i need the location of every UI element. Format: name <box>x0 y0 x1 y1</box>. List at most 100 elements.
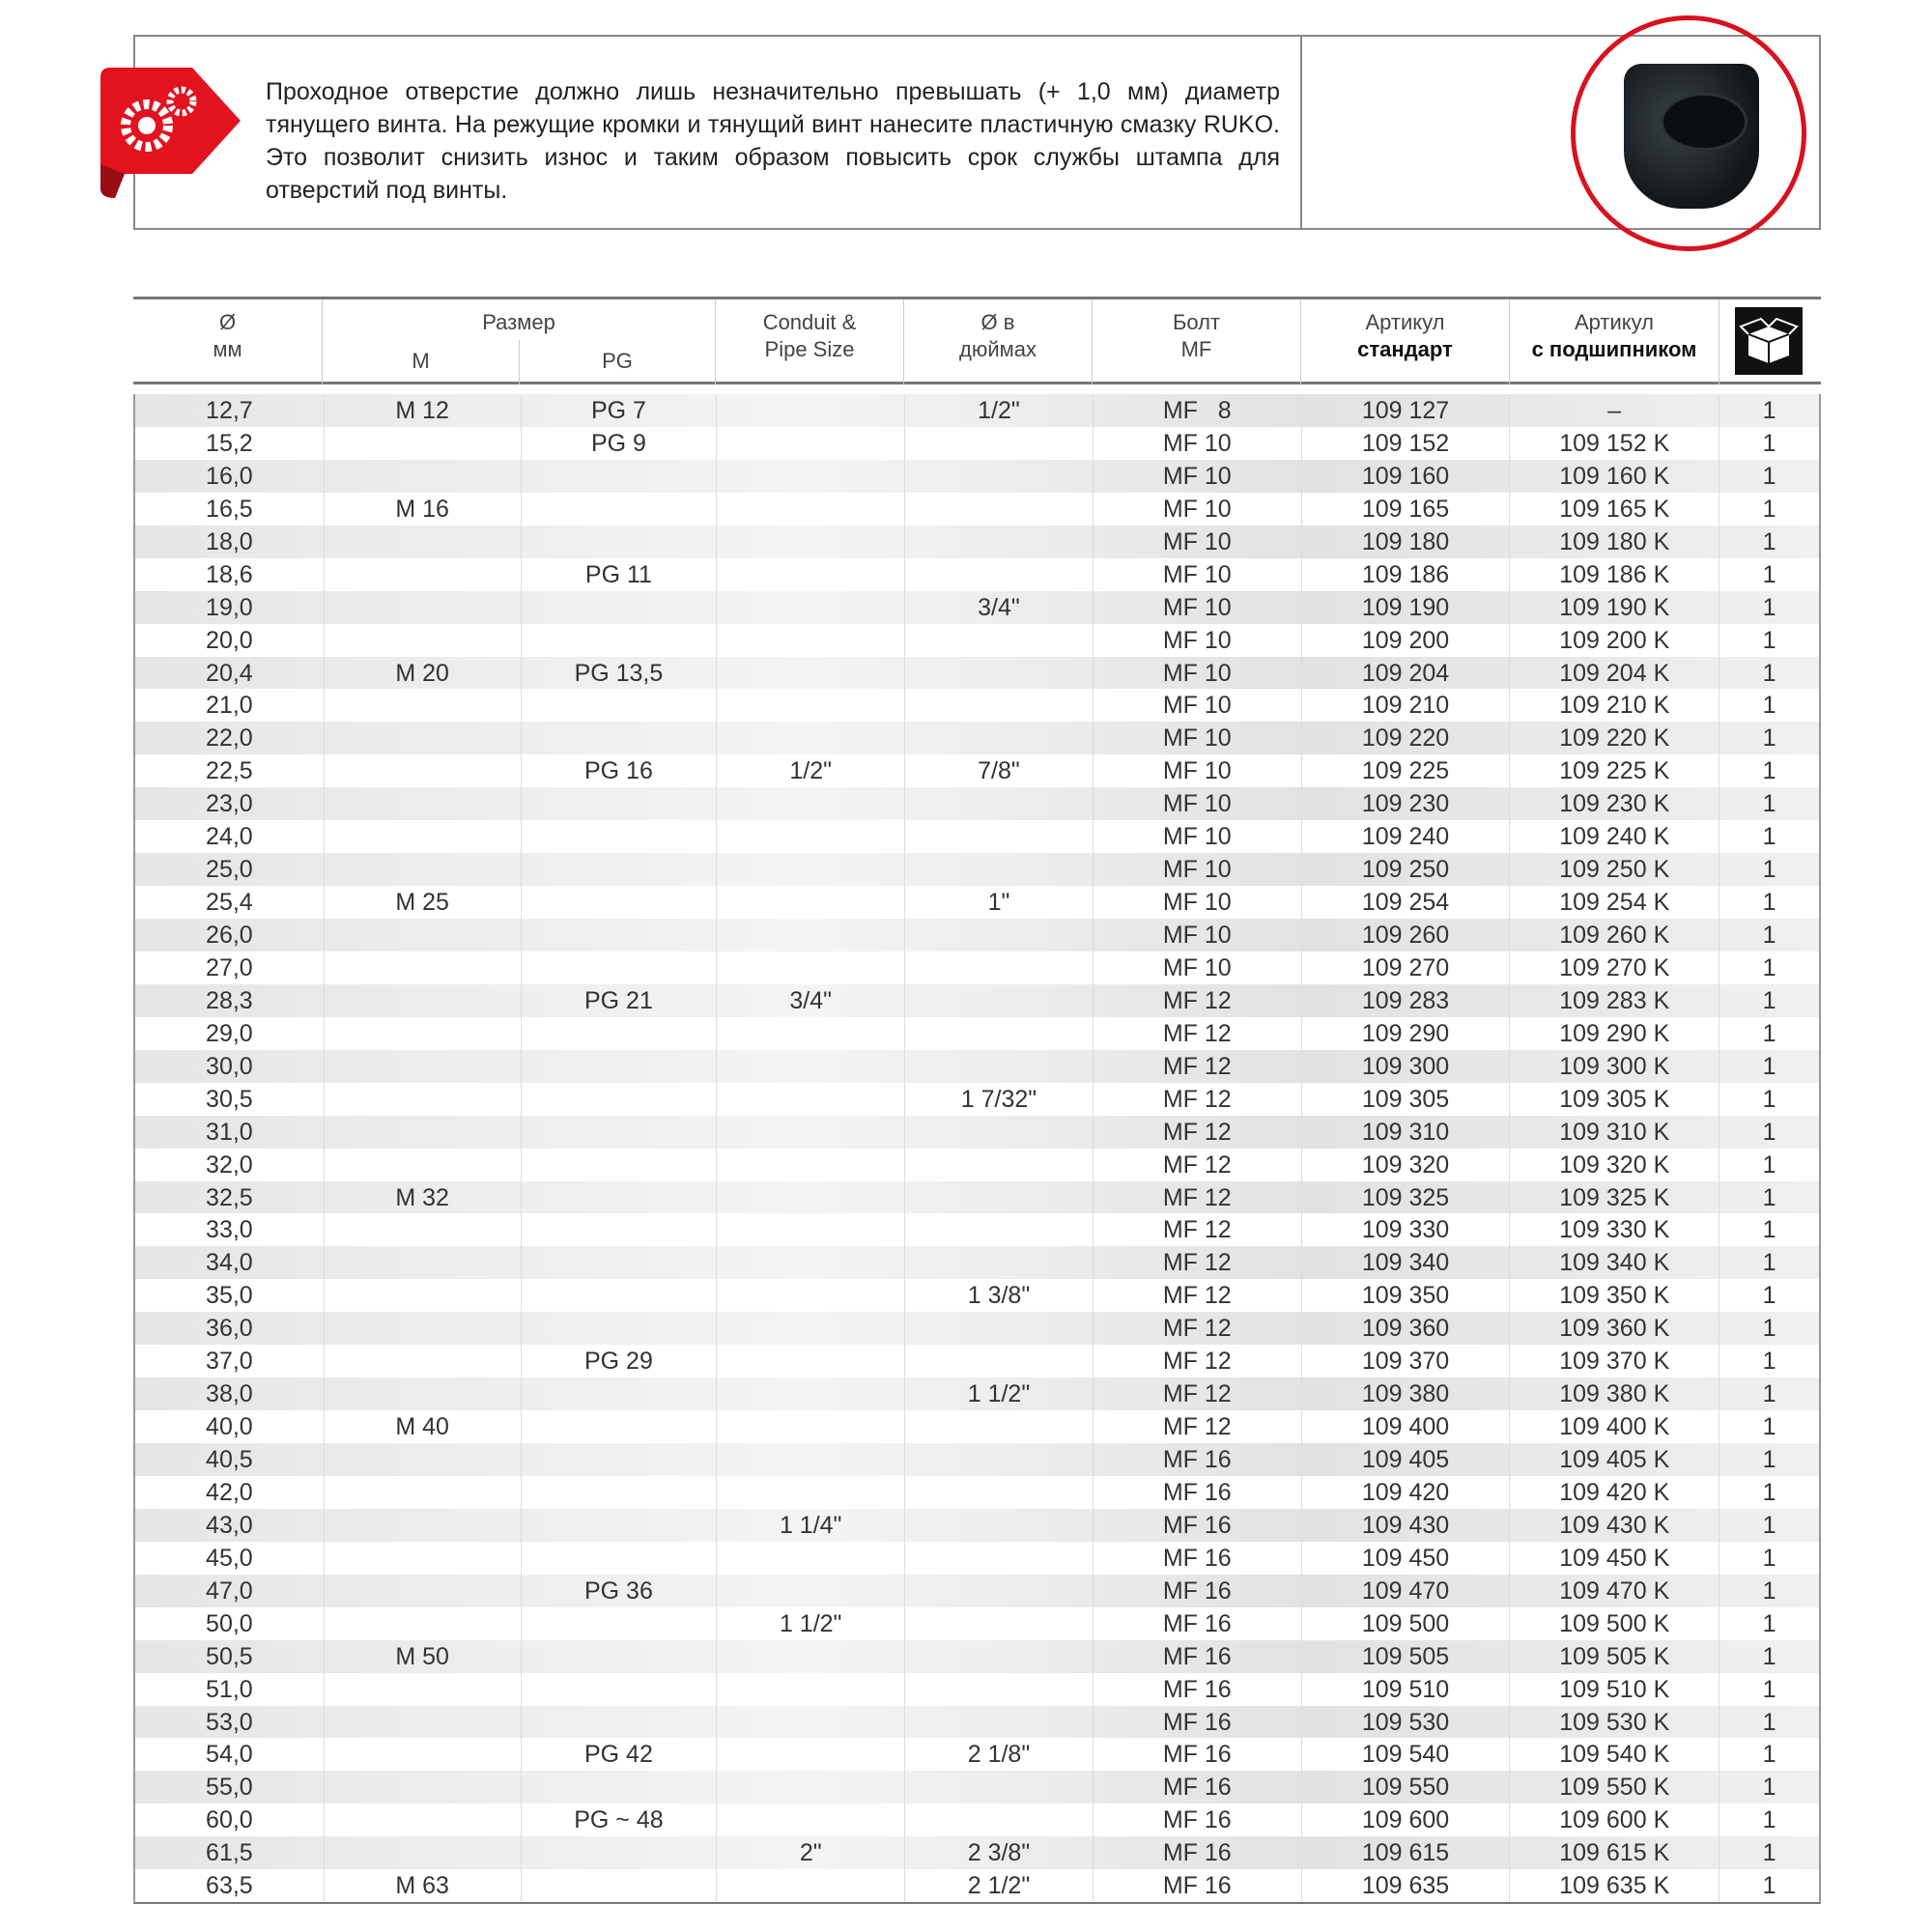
cell-pg <box>520 1869 717 1903</box>
cell-m: M 12 <box>323 394 521 427</box>
cell-article-k: 109 152 K <box>1509 426 1719 460</box>
cell-m <box>323 1016 521 1050</box>
cell-diam: 21,0 <box>206 692 253 720</box>
cell-qty: 1 <box>1719 1312 1819 1346</box>
cell-diam: 30,5 <box>206 1085 253 1113</box>
cell-qty: 1 <box>1719 525 1819 558</box>
cell-diam: 20,4 <box>206 659 253 687</box>
cell-diam: 28,3 <box>206 986 253 1014</box>
cell-m <box>323 1378 521 1411</box>
cell-bolt: MF 12 <box>1092 1148 1301 1181</box>
cell-bolt: MF 10 <box>1092 886 1301 919</box>
cell-article-k: 109 510 K <box>1509 1672 1719 1706</box>
cell-inch: 2 1/8" <box>904 1738 1093 1772</box>
cell-conduit <box>716 623 904 657</box>
cell-article: 109 320 <box>1300 1148 1510 1181</box>
cell-conduit: 3/4" <box>716 983 904 1017</box>
cell-inch: 1 3/8" <box>904 1279 1093 1313</box>
cell-diam: 32,5 <box>206 1183 253 1211</box>
cell-article-k: 109 305 K <box>1509 1082 1719 1116</box>
cell-pg: PG 11 <box>520 557 717 591</box>
cell-m <box>323 983 521 1017</box>
cell-inch <box>904 1639 1093 1673</box>
cell-article-k: 109 330 K <box>1509 1213 1719 1247</box>
cell-diam: 32,0 <box>206 1151 253 1179</box>
cell-article: 109 615 <box>1300 1836 1510 1870</box>
cell-article-k: 109 300 K <box>1509 1049 1719 1083</box>
cell-bolt: MF 12 <box>1092 983 1301 1017</box>
cell-m <box>323 1606 521 1640</box>
cell-qty: 1 <box>1719 1016 1819 1050</box>
cell-article: 109 165 <box>1300 492 1510 526</box>
cell-article-k: 109 165 K <box>1509 492 1719 526</box>
cell-diam: 60,0 <box>206 1806 253 1834</box>
cell-bolt: MF 10 <box>1092 656 1301 690</box>
cell-diam: 50,0 <box>206 1609 253 1637</box>
cell-inch <box>904 623 1093 657</box>
cell-conduit <box>716 853 904 887</box>
cell-article: 109 600 <box>1300 1804 1510 1837</box>
cell-m <box>323 1738 521 1772</box>
col-artk-2: с подшипником <box>1531 337 1697 361</box>
cell-conduit <box>716 1475 904 1509</box>
cell-conduit <box>716 1574 904 1607</box>
cell-conduit <box>716 525 904 558</box>
cell-article-k: 109 325 K <box>1509 1180 1719 1214</box>
cell-article-k: 109 530 K <box>1509 1705 1719 1739</box>
cell-pg: PG 13,5 <box>520 656 717 690</box>
cell-pg <box>520 1475 717 1509</box>
cell-inch <box>904 820 1093 854</box>
cell-inch <box>904 426 1093 460</box>
cell-bolt: MF 12 <box>1092 1345 1301 1378</box>
cell-article: 109 325 <box>1300 1180 1510 1214</box>
cell-article-k: 109 254 K <box>1509 886 1719 919</box>
cell-m <box>323 689 521 723</box>
cell-m: M 50 <box>323 1639 521 1673</box>
cell-m <box>323 1279 521 1313</box>
cell-pg <box>520 722 717 755</box>
cell-article: 109 270 <box>1300 951 1510 984</box>
cell-bolt: MF 16 <box>1092 1836 1301 1870</box>
cell-article: 109 254 <box>1300 886 1510 919</box>
punch-die-photo <box>1571 15 1806 251</box>
cell-inch <box>904 1115 1093 1149</box>
cell-inch <box>904 1541 1093 1575</box>
cell-article-k: 109 204 K <box>1509 656 1719 690</box>
cell-inch <box>904 1148 1093 1181</box>
cell-conduit <box>716 656 904 690</box>
cell-diam: 16,0 <box>206 462 253 490</box>
cell-conduit <box>716 1115 904 1149</box>
cell-inch <box>904 1705 1093 1739</box>
cell-conduit <box>716 722 904 755</box>
cell-article-k: 109 230 K <box>1509 787 1719 821</box>
cell-inch <box>904 983 1093 1017</box>
cell-article-k: 109 370 K <box>1509 1345 1719 1378</box>
cell-conduit <box>716 1148 904 1181</box>
cell-m <box>323 1148 521 1181</box>
cell-conduit <box>716 1771 904 1804</box>
cell-diam: 42,0 <box>206 1478 253 1506</box>
cell-conduit <box>716 1804 904 1837</box>
cell-pg: PG 42 <box>520 1738 717 1772</box>
col-artk: Артикул <box>1574 310 1655 334</box>
cell-inch: 1 7/32" <box>904 1082 1093 1116</box>
cell-qty: 1 <box>1719 1378 1819 1411</box>
cell-bolt: MF 16 <box>1092 1738 1301 1772</box>
cell-article-k: 109 320 K <box>1509 1148 1719 1181</box>
cell-diam: 54,0 <box>206 1741 253 1769</box>
cell-bolt: MF 16 <box>1092 1606 1301 1640</box>
